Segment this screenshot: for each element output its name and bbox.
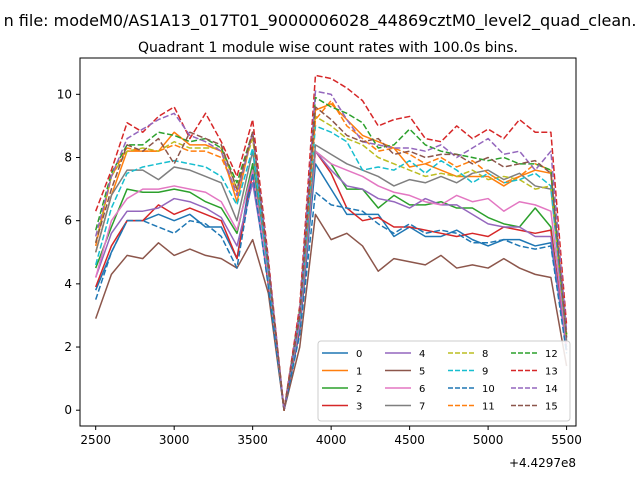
legend-label: 11 <box>482 402 495 413</box>
legend-label: 6 <box>419 384 425 395</box>
series-line-0 <box>95 163 568 411</box>
series-line-11 <box>94 99 568 411</box>
legend-label: 5 <box>419 367 425 378</box>
series-line-3 <box>94 150 568 411</box>
x-axis: 2500 3000 3500 4000 4500 5000 5500 <box>80 426 582 447</box>
x-tick-label: 3000 <box>159 433 190 447</box>
series-line-15 <box>94 106 568 411</box>
series-line-6 <box>94 150 568 411</box>
axes-frame <box>79 57 577 427</box>
legend-label: 2 <box>356 384 362 395</box>
legend-label: 0 <box>356 349 362 360</box>
legend-label: 1 <box>356 367 362 378</box>
series-line-14 <box>94 90 568 411</box>
y-tick-label: 8 <box>64 151 72 165</box>
series-line-4 <box>94 150 568 411</box>
legend-label: 13 <box>545 367 558 378</box>
legend-label: 9 <box>482 367 488 378</box>
series-line-1 <box>94 103 568 411</box>
series-line-8 <box>94 115 568 411</box>
y-tick-label: 6 <box>64 214 72 228</box>
x-tick-label: 4500 <box>394 433 425 447</box>
series-line-7 <box>94 144 568 411</box>
chart-title: Quadrant 1 module wise count rates with … <box>138 40 518 56</box>
y-axis: 0 2 4 6 8 10 <box>57 87 80 417</box>
x-tick-label: 2500 <box>80 433 111 447</box>
x-tick-label: 4000 <box>316 433 347 447</box>
legend-label: 3 <box>356 402 362 413</box>
series-line-10 <box>94 172 568 411</box>
x-tick-label: 3500 <box>237 433 268 447</box>
legend-label: 10 <box>482 384 495 395</box>
y-tick-label: 0 <box>64 403 72 417</box>
series-line-12 <box>94 96 568 411</box>
y-tick-label: 2 <box>64 340 72 354</box>
legend-label: 14 <box>545 384 558 395</box>
legend-label: 8 <box>482 349 488 360</box>
y-tick-label: 10 <box>57 87 72 101</box>
x-offset-text: +4.4297e8 <box>509 456 576 470</box>
x-tick-label: 5500 <box>551 433 582 447</box>
suptitle: n file: modeM0/AS1A13_017T01_9000006028_… <box>4 11 637 31</box>
y-tick-label: 4 <box>64 277 72 291</box>
series-layer <box>94 74 568 411</box>
legend-label: 15 <box>545 402 558 413</box>
legend-box <box>317 340 571 422</box>
x-tick-label: 5000 <box>473 433 504 447</box>
legend-label: 12 <box>545 349 558 360</box>
series-line-5 <box>94 213 568 411</box>
series-line-9 <box>94 125 568 411</box>
legend-label: 7 <box>419 402 425 413</box>
legend-label: 4 <box>419 349 425 360</box>
